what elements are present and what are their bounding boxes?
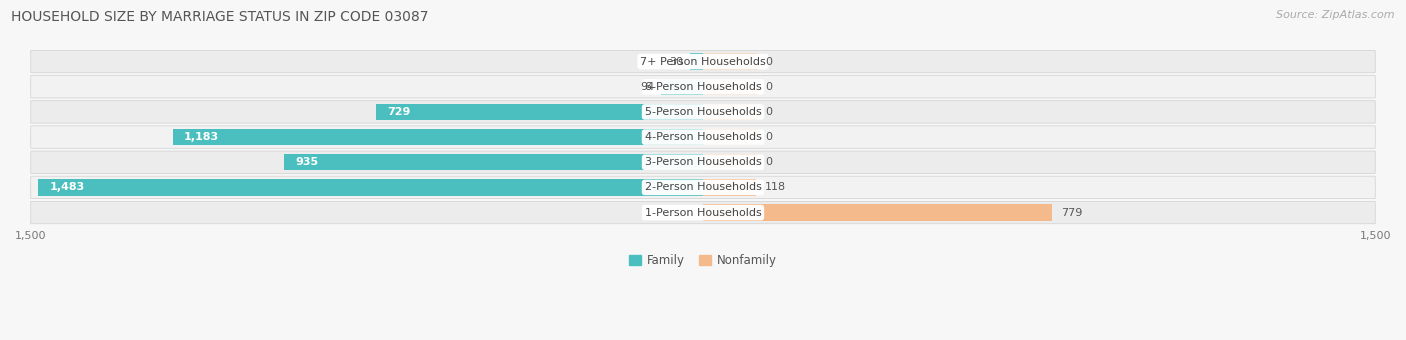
Text: 0: 0 — [766, 56, 773, 67]
FancyBboxPatch shape — [31, 50, 1375, 73]
Bar — [38, 179, 703, 195]
Bar — [173, 129, 703, 145]
FancyBboxPatch shape — [31, 101, 1375, 123]
Bar — [703, 129, 756, 145]
Bar — [703, 79, 756, 95]
Text: 729: 729 — [388, 107, 411, 117]
Text: 935: 935 — [295, 157, 318, 167]
Text: 4-Person Households: 4-Person Households — [644, 132, 762, 142]
Text: 5-Person Households: 5-Person Households — [644, 107, 762, 117]
Bar — [703, 53, 756, 70]
FancyBboxPatch shape — [31, 126, 1375, 148]
Text: 2-Person Households: 2-Person Households — [644, 183, 762, 192]
FancyBboxPatch shape — [31, 75, 1375, 98]
Bar — [703, 104, 756, 120]
Bar — [703, 204, 1052, 221]
Text: 1-Person Households: 1-Person Households — [644, 208, 762, 218]
Bar — [661, 79, 703, 95]
FancyBboxPatch shape — [31, 176, 1375, 199]
Text: 0: 0 — [766, 132, 773, 142]
Text: 779: 779 — [1062, 208, 1083, 218]
Text: 118: 118 — [765, 183, 786, 192]
FancyBboxPatch shape — [31, 201, 1375, 224]
Text: 0: 0 — [766, 157, 773, 167]
Text: 94: 94 — [640, 82, 654, 92]
Text: 7+ Person Households: 7+ Person Households — [640, 56, 766, 67]
Text: Source: ZipAtlas.com: Source: ZipAtlas.com — [1277, 10, 1395, 20]
Text: 3-Person Households: 3-Person Households — [644, 157, 762, 167]
Legend: Family, Nonfamily: Family, Nonfamily — [624, 250, 782, 272]
Text: 30: 30 — [669, 56, 683, 67]
Bar — [284, 154, 703, 170]
Text: 0: 0 — [766, 82, 773, 92]
Bar — [377, 104, 703, 120]
Text: HOUSEHOLD SIZE BY MARRIAGE STATUS IN ZIP CODE 03087: HOUSEHOLD SIZE BY MARRIAGE STATUS IN ZIP… — [11, 10, 429, 24]
Bar — [703, 154, 756, 170]
Text: 1,483: 1,483 — [49, 183, 84, 192]
Text: 1,183: 1,183 — [184, 132, 219, 142]
Bar — [689, 53, 703, 70]
FancyBboxPatch shape — [31, 151, 1375, 173]
Text: 6-Person Households: 6-Person Households — [644, 82, 762, 92]
Bar — [703, 179, 756, 195]
Text: 0: 0 — [766, 107, 773, 117]
